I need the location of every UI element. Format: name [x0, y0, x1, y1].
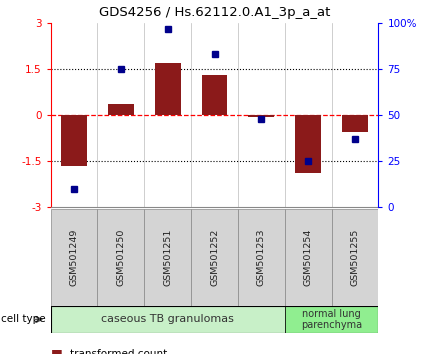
- Text: GSM501252: GSM501252: [210, 229, 219, 286]
- Bar: [144, 209, 191, 306]
- Text: GSM501255: GSM501255: [351, 229, 359, 286]
- Text: normal lung
parenchyma: normal lung parenchyma: [301, 309, 362, 330]
- Bar: [97, 209, 144, 306]
- Text: ■: ■: [51, 348, 62, 354]
- Bar: [51, 209, 97, 306]
- Text: caseous TB granulomas: caseous TB granulomas: [101, 314, 234, 325]
- Bar: [295, 115, 321, 173]
- Bar: [51, 306, 285, 333]
- Text: GSM501251: GSM501251: [163, 229, 172, 286]
- Bar: [238, 209, 285, 306]
- Bar: [202, 75, 227, 115]
- Bar: [155, 63, 180, 115]
- Bar: [285, 306, 378, 333]
- Text: transformed count: transformed count: [70, 349, 168, 354]
- Bar: [332, 209, 378, 306]
- Bar: [61, 115, 87, 166]
- Bar: [285, 209, 332, 306]
- Text: cell type: cell type: [1, 314, 46, 325]
- Bar: [342, 115, 368, 132]
- Text: GSM501253: GSM501253: [257, 229, 266, 286]
- Text: GSM501254: GSM501254: [304, 229, 313, 286]
- Title: GDS4256 / Hs.62112.0.A1_3p_a_at: GDS4256 / Hs.62112.0.A1_3p_a_at: [99, 6, 330, 19]
- Bar: [191, 209, 238, 306]
- Text: GSM501250: GSM501250: [116, 229, 125, 286]
- Bar: [108, 104, 134, 115]
- Text: GSM501249: GSM501249: [70, 229, 78, 286]
- Bar: [249, 115, 274, 116]
